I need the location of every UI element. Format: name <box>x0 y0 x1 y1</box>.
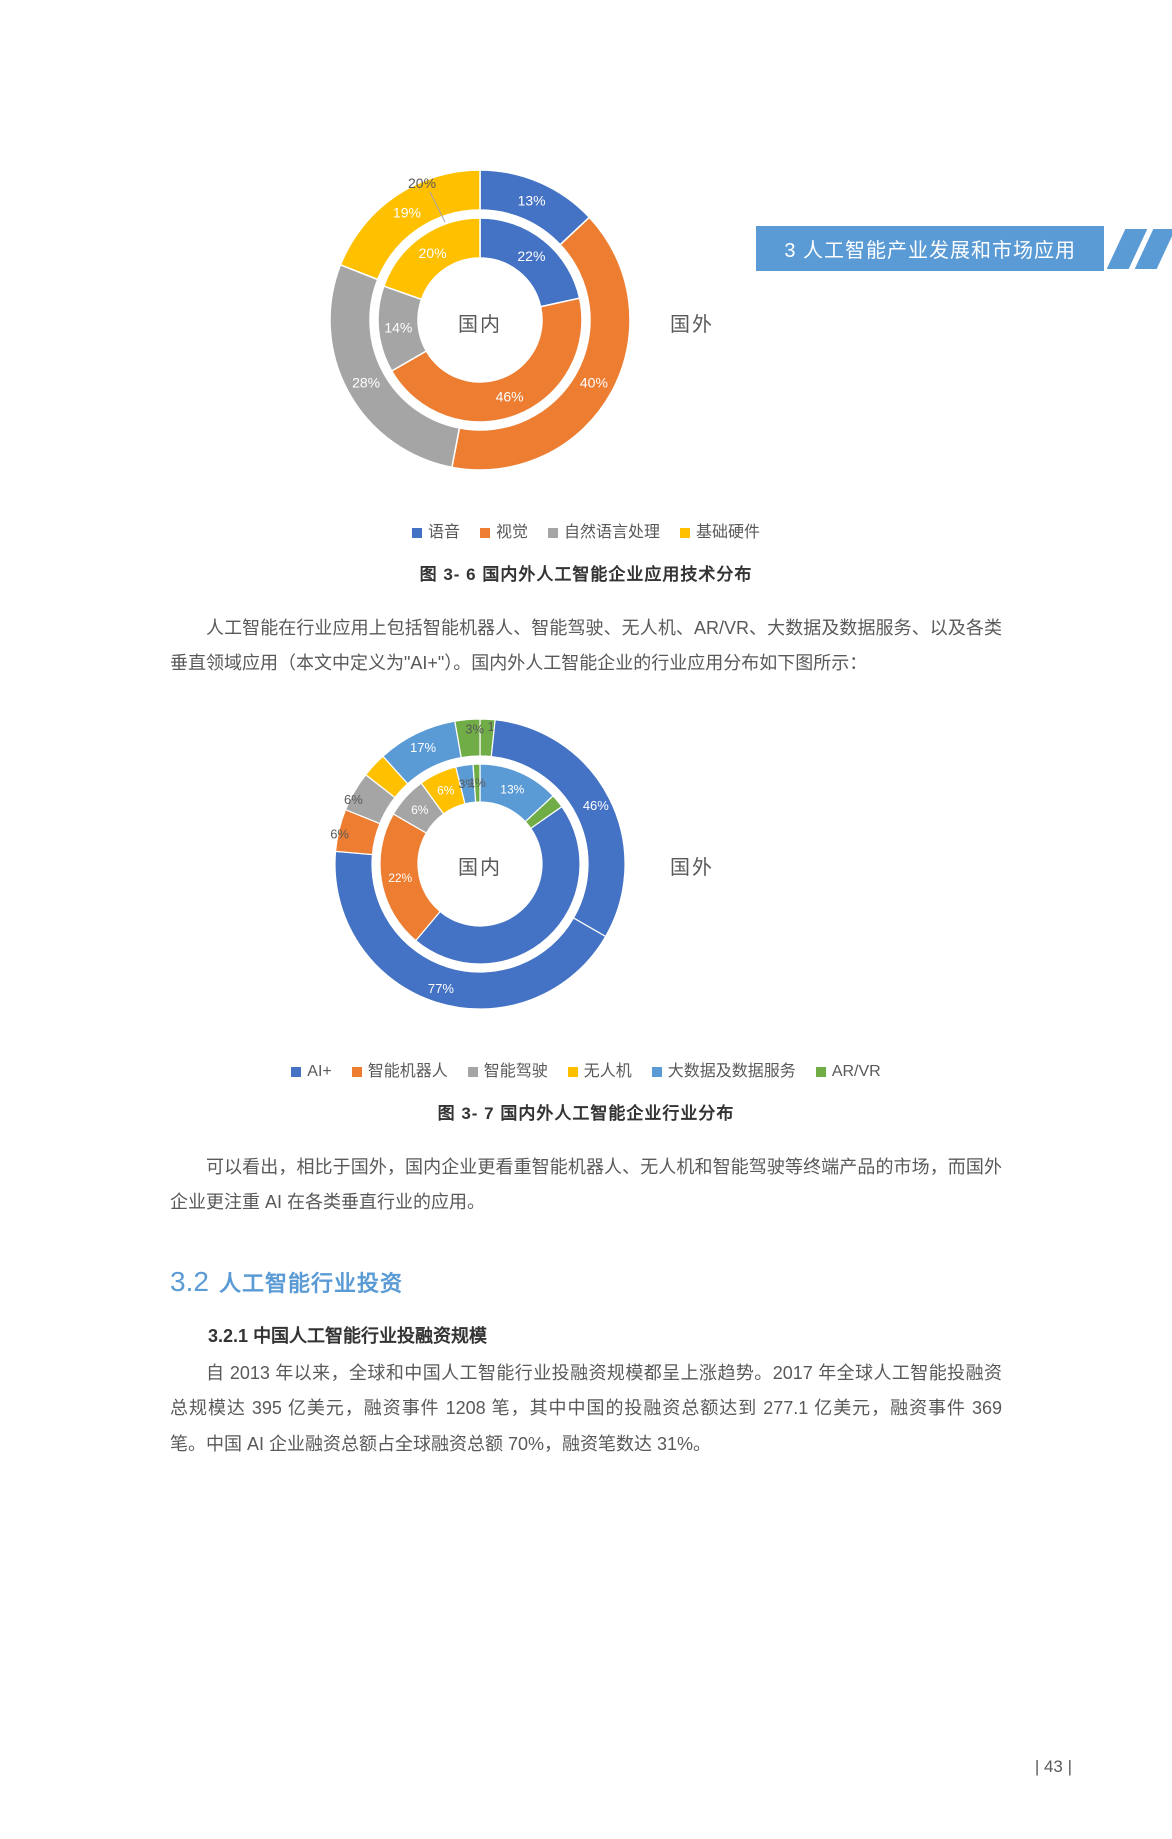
section-heading: 3.2 人工智能行业投资 <box>170 1266 1172 1298</box>
donut-chart-1: 13% 40% 28% 19% 22% 46% 14% 20% 20% 国内 国外 <box>280 150 880 490</box>
svg-text:17%: 17% <box>410 740 436 755</box>
legend-item: 语音 <box>412 518 460 542</box>
donut-svg-2: 1%46%77%6%6%17%3%13%22%6%6%3%1% <box>280 699 880 1029</box>
legend-item: AI+ <box>291 1063 331 1081</box>
legend-item: 视觉 <box>480 518 528 542</box>
subsection-number: 3.2.1 <box>208 1326 248 1346</box>
svg-text:6%: 6% <box>411 803 429 817</box>
svg-text:13%: 13% <box>518 193 546 209</box>
section-number: 3.2 <box>170 1266 209 1298</box>
svg-text:6%: 6% <box>330 827 349 842</box>
legend-item: 自然语言处理 <box>548 518 660 542</box>
donut2-center-label: 国内 <box>458 851 502 880</box>
svg-text:22%: 22% <box>517 248 545 264</box>
paragraph-3: 自 2013 年以来，全球和中国人工智能行业投融资规模都呈上涨趋势。2017 年… <box>170 1356 1002 1461</box>
legend-item: 基础硬件 <box>680 518 760 542</box>
legend-swatch <box>816 1067 826 1077</box>
donut-svg-1: 13% 40% 28% 19% 22% 46% 14% 20% 20% <box>280 150 880 490</box>
svg-text:19%: 19% <box>393 204 421 220</box>
legend-swatch <box>548 528 558 538</box>
svg-text:46%: 46% <box>496 388 524 404</box>
caption-1: 图 3- 6 国内外人工智能企业应用技术分布 <box>0 560 1172 585</box>
svg-text:46%: 46% <box>583 798 609 813</box>
svg-text:20%: 20% <box>419 245 447 261</box>
svg-text:14%: 14% <box>384 320 412 336</box>
subsection-heading: 3.2.1 中国人工智能行业投融资规模 <box>208 1322 1172 1348</box>
legend-swatch <box>652 1067 662 1077</box>
legend-swatch <box>480 528 490 538</box>
caption-2: 图 3- 7 国内外人工智能企业行业分布 <box>0 1099 1172 1124</box>
legend-swatch <box>291 1067 301 1077</box>
svg-text:1%: 1% <box>469 776 487 790</box>
svg-text:6%: 6% <box>344 792 363 807</box>
paragraph-1: 人工智能在行业应用上包括智能机器人、智能驾驶、无人机、AR/VR、大数据及数据服… <box>170 611 1002 681</box>
donut1-side-label: 国外 <box>670 308 714 337</box>
header-decoration <box>1112 229 1172 269</box>
svg-text:22%: 22% <box>388 871 412 885</box>
legend-item: AR/VR <box>816 1063 881 1081</box>
svg-text:40%: 40% <box>580 375 608 391</box>
page-number: | 43 | <box>1035 1757 1072 1777</box>
donut-chart-2: 1%46%77%6%6%17%3%13%22%6%6%3%1% 国内 国外 <box>280 699 880 1029</box>
legend-swatch <box>680 528 690 538</box>
legend-2: AI+ 智能机器人智能驾驶无人机大数据及数据服务 AR/VR <box>0 1057 1172 1081</box>
legend-item: 智能驾驶 <box>468 1057 548 1081</box>
paragraph-2: 可以看出，相比于国外，国内企业更看重智能机器人、无人机和智能驾驶等终端产品的市场… <box>170 1150 1002 1220</box>
svg-text:13%: 13% <box>500 783 524 797</box>
legend-swatch <box>468 1067 478 1077</box>
svg-text:28%: 28% <box>352 375 380 391</box>
subsection-title: 中国人工智能行业投融资规模 <box>253 1326 487 1346</box>
svg-text:77%: 77% <box>428 981 454 996</box>
donut1-center-label: 国内 <box>458 308 502 337</box>
svg-text:6%: 6% <box>437 784 455 798</box>
section-title: 人工智能行业投资 <box>219 1266 403 1298</box>
legend-item: 无人机 <box>568 1057 632 1081</box>
legend-swatch <box>568 1067 578 1077</box>
legend-swatch <box>412 528 422 538</box>
legend-swatch <box>352 1067 362 1077</box>
legend-item: 大数据及数据服务 <box>652 1057 796 1081</box>
donut2-side-label: 国外 <box>670 851 714 880</box>
legend-1: 语音视觉自然语言处理基础硬件 <box>0 518 1172 542</box>
svg-text:3%: 3% <box>465 722 484 737</box>
svg-text:20%: 20% <box>408 175 436 191</box>
legend-item: 智能机器人 <box>352 1057 448 1081</box>
